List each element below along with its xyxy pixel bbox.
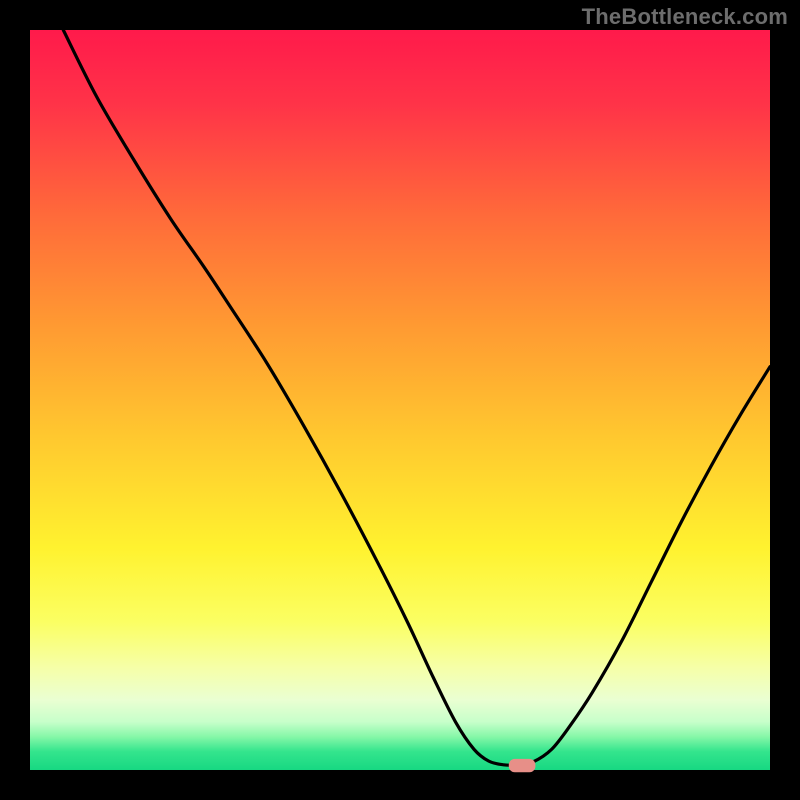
watermark-text: TheBottleneck.com: [582, 4, 788, 30]
optimal-marker: [509, 759, 536, 772]
chart-frame: TheBottleneck.com: [0, 0, 800, 800]
bottleneck-chart: [0, 0, 800, 800]
plot-background: [30, 30, 770, 770]
